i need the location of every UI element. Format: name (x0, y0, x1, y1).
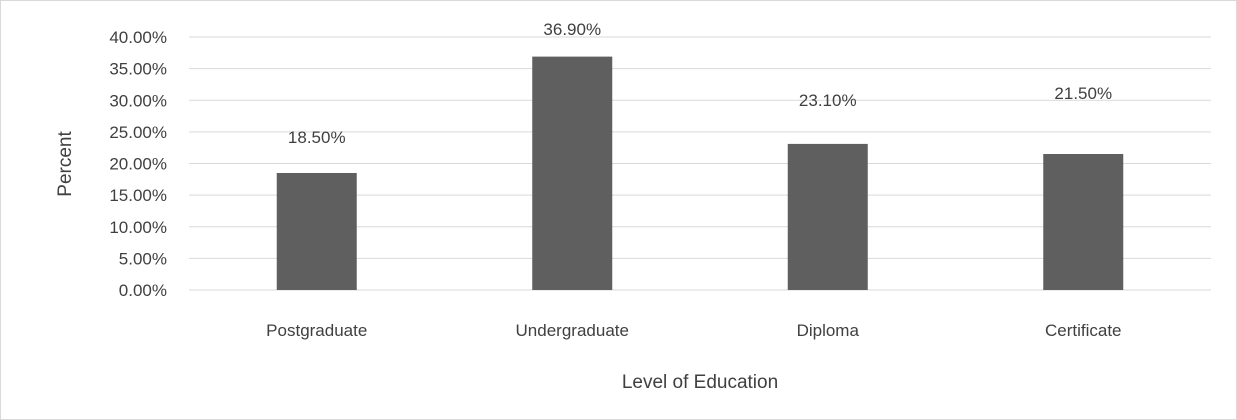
y-tick-label: 5.00% (119, 249, 167, 268)
y-axis-title: Percent (55, 131, 76, 197)
y-tick-label: 25.00% (109, 123, 167, 142)
y-tick-label: 35.00% (109, 60, 167, 79)
bar-undergraduate (532, 56, 613, 290)
bar-certificate (1043, 154, 1124, 290)
y-tick-label: 20.00% (109, 155, 167, 174)
data-label: 21.50% (1054, 84, 1112, 103)
x-category-label: Certificate (1045, 321, 1122, 340)
bars (276, 56, 1124, 290)
y-tick-label: 10.00% (109, 218, 167, 237)
bar-diploma (787, 143, 868, 290)
x-axis-categories: Postgraduate Undergraduate Diploma Certific… (266, 321, 1121, 340)
x-category-label: Undergraduate (516, 321, 629, 340)
gridlines (189, 36, 1211, 291)
y-tick-label: 30.00% (109, 91, 167, 110)
bar-postgraduate (276, 172, 357, 290)
y-axis-ticks: 0.00% 5.00% 10.00% 15.00% 20.00% 25.00% 30.00%… (109, 28, 167, 300)
data-label: 18.50% (288, 128, 346, 147)
y-tick-label: 0.00% (119, 281, 167, 300)
data-label: 36.90% (543, 20, 601, 39)
x-axis-title: Level of Education (622, 372, 778, 393)
x-category-label: Postgraduate (266, 321, 367, 340)
data-labels: 18.50% 36.90% 23.10% 21.50% (288, 20, 1112, 147)
data-label: 23.10% (799, 91, 857, 110)
x-category-label: Diploma (797, 321, 860, 340)
y-tick-label: 15.00% (109, 186, 167, 205)
y-tick-label: 40.00% (109, 28, 167, 47)
